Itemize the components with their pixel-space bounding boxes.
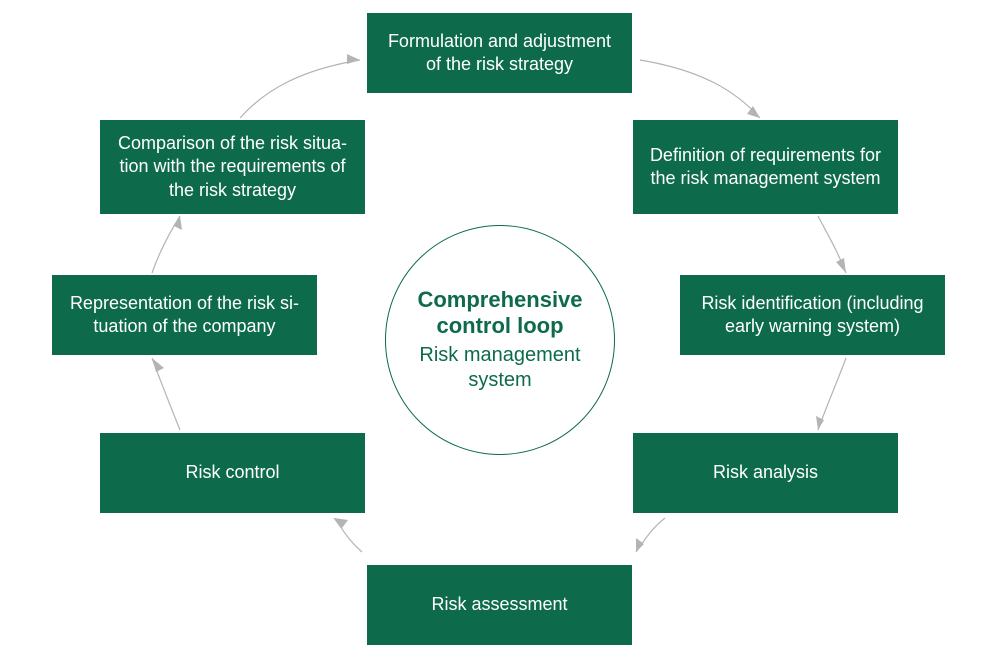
arrow-n7-n0: [240, 60, 360, 118]
arrowhead-n0-n1: [747, 106, 760, 118]
arrow-n5-n6: [152, 358, 180, 430]
node-n2: Risk identification (including early war…: [680, 275, 945, 355]
node-n5: Risk control: [100, 433, 365, 513]
arrowhead-n3-n4: [636, 538, 644, 552]
node-n1: Definition of requirements for the risk …: [633, 120, 898, 214]
node-n7: Comparison of the risk situa-tion with t…: [100, 120, 365, 214]
node-n6: Representation of the risk si-tuation of…: [52, 275, 317, 355]
node-n3: Risk analysis: [633, 433, 898, 513]
arrow-n0-n1: [640, 60, 760, 118]
arrowhead-n7-n0: [347, 54, 360, 64]
control-loop-diagram: Comprehensive control loop Risk manageme…: [0, 0, 1000, 671]
arrowhead-n5-n6: [152, 358, 164, 372]
arrowhead-n6-n7: [174, 216, 182, 230]
arrowhead-n4-n5: [334, 518, 348, 528]
arrow-n4-n5: [334, 518, 362, 552]
center-circle: Comprehensive control loop Risk manageme…: [385, 225, 615, 455]
center-title: Comprehensive control loop: [386, 287, 614, 340]
node-n4: Risk assessment: [367, 565, 632, 645]
arrow-n2-n3: [818, 358, 846, 430]
center-subtitle: Risk management system: [386, 343, 614, 393]
arrow-n6-n7: [152, 216, 180, 273]
arrow-n3-n4: [636, 518, 665, 552]
arrowhead-n2-n3: [816, 416, 824, 430]
node-n0: Formulation and adjustment of the risk s…: [367, 13, 632, 93]
arrowhead-n1-n2: [836, 258, 846, 273]
arrow-n1-n2: [818, 216, 846, 273]
